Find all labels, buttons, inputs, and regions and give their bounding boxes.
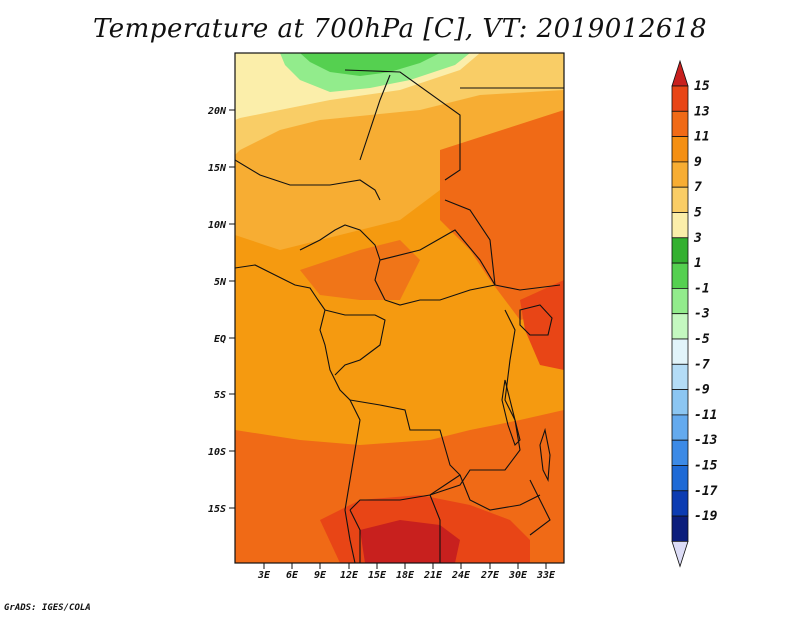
lat-tick-label: 10N [208, 220, 227, 231]
coastline-west [235, 264, 361, 563]
lake-malawi [539, 427, 551, 483]
field-13to15-lakes [520, 280, 564, 370]
colorbar-label: -3 [694, 307, 710, 322]
lon-tick-label: 21E [423, 570, 443, 581]
colorbar-label: -11 [694, 408, 717, 423]
colorbar-label: -13 [694, 433, 718, 448]
border-drc-east [429, 309, 521, 496]
field-15plus-south [360, 520, 460, 563]
colorbar-box [671, 212, 689, 239]
lon-tick-label: 12E [340, 570, 359, 581]
colorbar-box [671, 465, 689, 492]
colorbar-box [671, 313, 689, 340]
border-angola [349, 399, 461, 511]
border-zambia [459, 474, 541, 511]
chart-title: Temperature at 700hPa [C], VT: 201901261… [92, 14, 708, 44]
field-m1to1-north [300, 53, 440, 76]
lake-victoria [519, 304, 553, 336]
lon-tick-label: 15E [368, 570, 387, 581]
colorbar-label: 3 [693, 231, 702, 246]
colorbar-box [671, 237, 689, 264]
colorbar-box [671, 363, 689, 390]
border-sudan-ssudan [444, 199, 496, 286]
border-mozambique [529, 479, 551, 536]
lat-tick-label: 10S [208, 447, 226, 458]
border-niger-chad [359, 74, 391, 161]
grads-credit: GrADS: IGES/COLA [4, 603, 91, 613]
border-nigeria-cameroon [299, 224, 386, 301]
colorbar-label: 15 [694, 79, 710, 94]
lat-tick-label: 20N [207, 106, 227, 117]
colorbar-label: 5 [694, 206, 702, 221]
country-borders [235, 69, 564, 563]
border-namibia [349, 509, 361, 563]
colorbar-box [671, 490, 689, 517]
colorbar-box [671, 439, 689, 466]
lake-tanganyika [501, 379, 521, 447]
lon-tick-label: 30E [508, 570, 528, 581]
border-botswana [429, 494, 441, 563]
colorbar-box [671, 186, 689, 213]
colorbar-label: -9 [694, 383, 710, 398]
colorbar-label: -15 [694, 459, 718, 474]
colorbar-label: 9 [694, 155, 702, 170]
colorbar-box [671, 85, 689, 112]
lon-tick-label: 18E [396, 570, 415, 581]
colorbar-label: 7 [694, 180, 702, 195]
lon-tick-label: 3E [257, 570, 271, 581]
field-11to13-east [440, 110, 564, 320]
border-chad-libya [344, 69, 461, 181]
colorbar-box [671, 414, 689, 441]
border-congo-gabon [324, 309, 386, 376]
colorbar-top-arrow [671, 59, 689, 87]
lon-tick-label: 33E [536, 570, 556, 581]
colorbar-box [671, 136, 689, 163]
lon-tick-label: 6E [286, 570, 299, 581]
temperature-field [235, 53, 564, 563]
colorbar-label: 1 [694, 256, 702, 271]
colorbar-label: 11 [694, 130, 710, 145]
colorbar-box [671, 110, 689, 138]
map-frame [234, 52, 565, 564]
lat-tick-label: 5N [214, 277, 227, 288]
colorbar-box [671, 515, 689, 542]
lon-tick-label: 27E [480, 570, 500, 581]
field-11to13-centre [300, 240, 420, 300]
colorbar-box [671, 338, 689, 365]
border-ethiopia [494, 284, 561, 291]
lat-tick-label: EQ [214, 334, 226, 345]
colorbar-label: -7 [694, 357, 710, 372]
colorbar-bottom-arrow [671, 541, 689, 568]
border-sahel-north [235, 159, 381, 201]
colorbar-label: -5 [694, 332, 710, 347]
lon-tick-label: 24E [451, 570, 471, 581]
colorbar-label: -19 [694, 509, 718, 524]
border-car [379, 229, 496, 306]
lon-tick-label: 9E [314, 570, 327, 581]
colorbar-box [671, 161, 689, 188]
colorbar-label: -1 [694, 281, 710, 296]
colorbar-label: -17 [694, 484, 718, 499]
colorbar-label: 13 [694, 104, 710, 119]
colorbar-box [671, 287, 689, 315]
lat-tick-label: 15S [208, 504, 226, 515]
lat-tick-label: 5S [214, 390, 226, 401]
colorbar-box [671, 389, 689, 416]
colorbar-box [671, 262, 689, 289]
lat-tick-label: 15N [208, 163, 227, 174]
